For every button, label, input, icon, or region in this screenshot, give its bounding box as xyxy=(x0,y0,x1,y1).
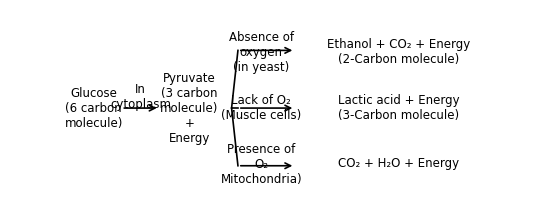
Text: Ethanol + CO₂ + Energy
(2-Carbon molecule): Ethanol + CO₂ + Energy (2-Carbon molecul… xyxy=(328,38,470,66)
Text: CO₂ + H₂O + Energy: CO₂ + H₂O + Energy xyxy=(339,157,459,170)
Text: Glucose
(6 carbon
molecule): Glucose (6 carbon molecule) xyxy=(65,87,123,129)
Text: Lactic acid + Energy
(3-Carbon molecule): Lactic acid + Energy (3-Carbon molecule) xyxy=(338,94,460,122)
Text: Presence of
O₂
Mitochondria): Presence of O₂ Mitochondria) xyxy=(220,143,302,186)
Text: Absence of
oxygen
(in yeast): Absence of oxygen (in yeast) xyxy=(229,31,294,74)
Text: Lack of O₂
(Muscle cells): Lack of O₂ (Muscle cells) xyxy=(221,94,301,122)
Text: Pyruvate
(3 carbon
molecule)
+
Energy: Pyruvate (3 carbon molecule) + Energy xyxy=(160,71,218,145)
Text: In
cytoplasm: In cytoplasm xyxy=(110,83,171,111)
